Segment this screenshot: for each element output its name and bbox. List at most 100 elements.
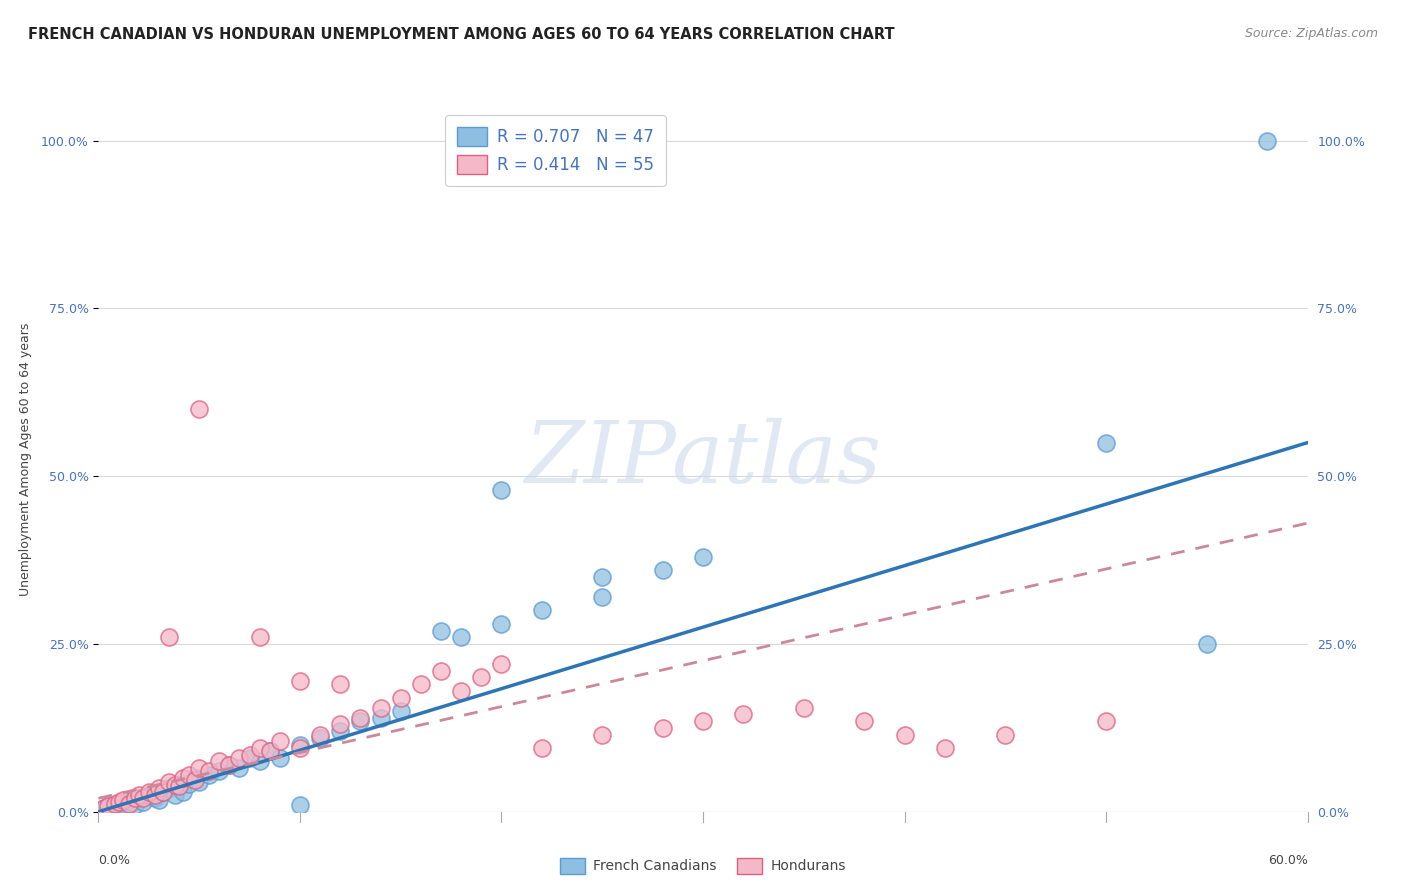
Text: 60.0%: 60.0% xyxy=(1268,854,1308,867)
Point xyxy=(450,630,472,644)
Point xyxy=(651,563,673,577)
Point xyxy=(111,792,134,806)
Point xyxy=(1095,714,1118,728)
Point xyxy=(107,795,129,809)
Point xyxy=(491,483,513,497)
Point xyxy=(269,751,291,765)
Point xyxy=(288,741,311,756)
Point xyxy=(239,751,262,765)
Point xyxy=(591,590,613,604)
Point xyxy=(692,549,714,564)
Point xyxy=(157,774,180,789)
Point xyxy=(269,734,291,748)
Point xyxy=(163,788,186,802)
Point xyxy=(188,761,211,775)
Point xyxy=(103,797,125,812)
Text: 0.0%: 0.0% xyxy=(98,854,131,867)
Point xyxy=(184,772,207,787)
Point xyxy=(138,788,160,802)
Point xyxy=(198,764,221,779)
Point xyxy=(118,797,141,811)
Point xyxy=(349,711,371,725)
Point xyxy=(389,690,412,705)
Point xyxy=(184,771,207,785)
Point xyxy=(1095,435,1118,450)
Point xyxy=(188,402,211,417)
Point xyxy=(370,700,392,714)
Point xyxy=(172,784,194,798)
Point xyxy=(103,797,125,811)
Point xyxy=(167,779,190,793)
Point xyxy=(733,707,755,722)
Point xyxy=(208,764,231,779)
Point xyxy=(218,757,240,772)
Point xyxy=(128,791,150,805)
Point xyxy=(370,711,392,725)
Point xyxy=(132,791,155,805)
Point xyxy=(163,778,186,792)
Point xyxy=(124,797,146,812)
Text: FRENCH CANADIAN VS HONDURAN UNEMPLOYMENT AMONG AGES 60 TO 64 YEARS CORRELATION C: FRENCH CANADIAN VS HONDURAN UNEMPLOYMENT… xyxy=(28,27,894,42)
Point xyxy=(118,795,141,809)
Point xyxy=(1256,134,1278,148)
Point xyxy=(249,755,271,769)
Point xyxy=(530,603,553,617)
Point xyxy=(128,788,150,802)
Point xyxy=(329,677,352,691)
Point xyxy=(309,727,332,741)
Y-axis label: Unemployment Among Ages 60 to 64 years: Unemployment Among Ages 60 to 64 years xyxy=(20,323,32,596)
Point xyxy=(111,800,134,814)
Point xyxy=(132,795,155,809)
Point xyxy=(309,731,332,745)
Point xyxy=(591,727,613,741)
Point xyxy=(124,791,146,805)
Point xyxy=(249,630,271,644)
Point xyxy=(138,784,160,798)
Point xyxy=(228,761,250,775)
Point xyxy=(470,671,492,685)
Point xyxy=(239,747,262,762)
Point xyxy=(148,792,170,806)
Point xyxy=(249,741,271,756)
Point xyxy=(218,757,240,772)
Point xyxy=(188,774,211,789)
Point xyxy=(692,714,714,728)
Point xyxy=(97,799,120,814)
Point xyxy=(172,771,194,785)
Point xyxy=(1195,637,1218,651)
Point xyxy=(934,741,956,756)
Point xyxy=(450,684,472,698)
Point xyxy=(491,657,513,671)
Point xyxy=(152,784,174,798)
Point xyxy=(491,616,513,631)
Point xyxy=(148,781,170,796)
Point xyxy=(179,768,201,782)
Point xyxy=(157,630,180,644)
Point xyxy=(288,673,311,688)
Point xyxy=(107,797,129,811)
Point xyxy=(349,714,371,728)
Point xyxy=(329,724,352,739)
Point xyxy=(329,717,352,731)
Point xyxy=(430,664,453,678)
Point xyxy=(97,799,120,814)
Point xyxy=(288,738,311,752)
Point xyxy=(853,714,876,728)
Point xyxy=(93,801,115,815)
Point xyxy=(228,751,250,765)
Point xyxy=(288,797,311,812)
Point xyxy=(893,727,915,741)
Point xyxy=(591,570,613,584)
Point xyxy=(259,744,281,758)
Point xyxy=(152,784,174,798)
Text: ZIPatlas: ZIPatlas xyxy=(524,418,882,500)
Point xyxy=(179,776,201,790)
Point xyxy=(651,721,673,735)
Point xyxy=(198,768,221,782)
Point xyxy=(167,778,190,792)
Legend: R = 0.707   N = 47, R = 0.414   N = 55: R = 0.707 N = 47, R = 0.414 N = 55 xyxy=(446,115,665,186)
Point xyxy=(93,801,115,815)
Text: Source: ZipAtlas.com: Source: ZipAtlas.com xyxy=(1244,27,1378,40)
Point xyxy=(157,781,180,796)
Point xyxy=(208,755,231,769)
